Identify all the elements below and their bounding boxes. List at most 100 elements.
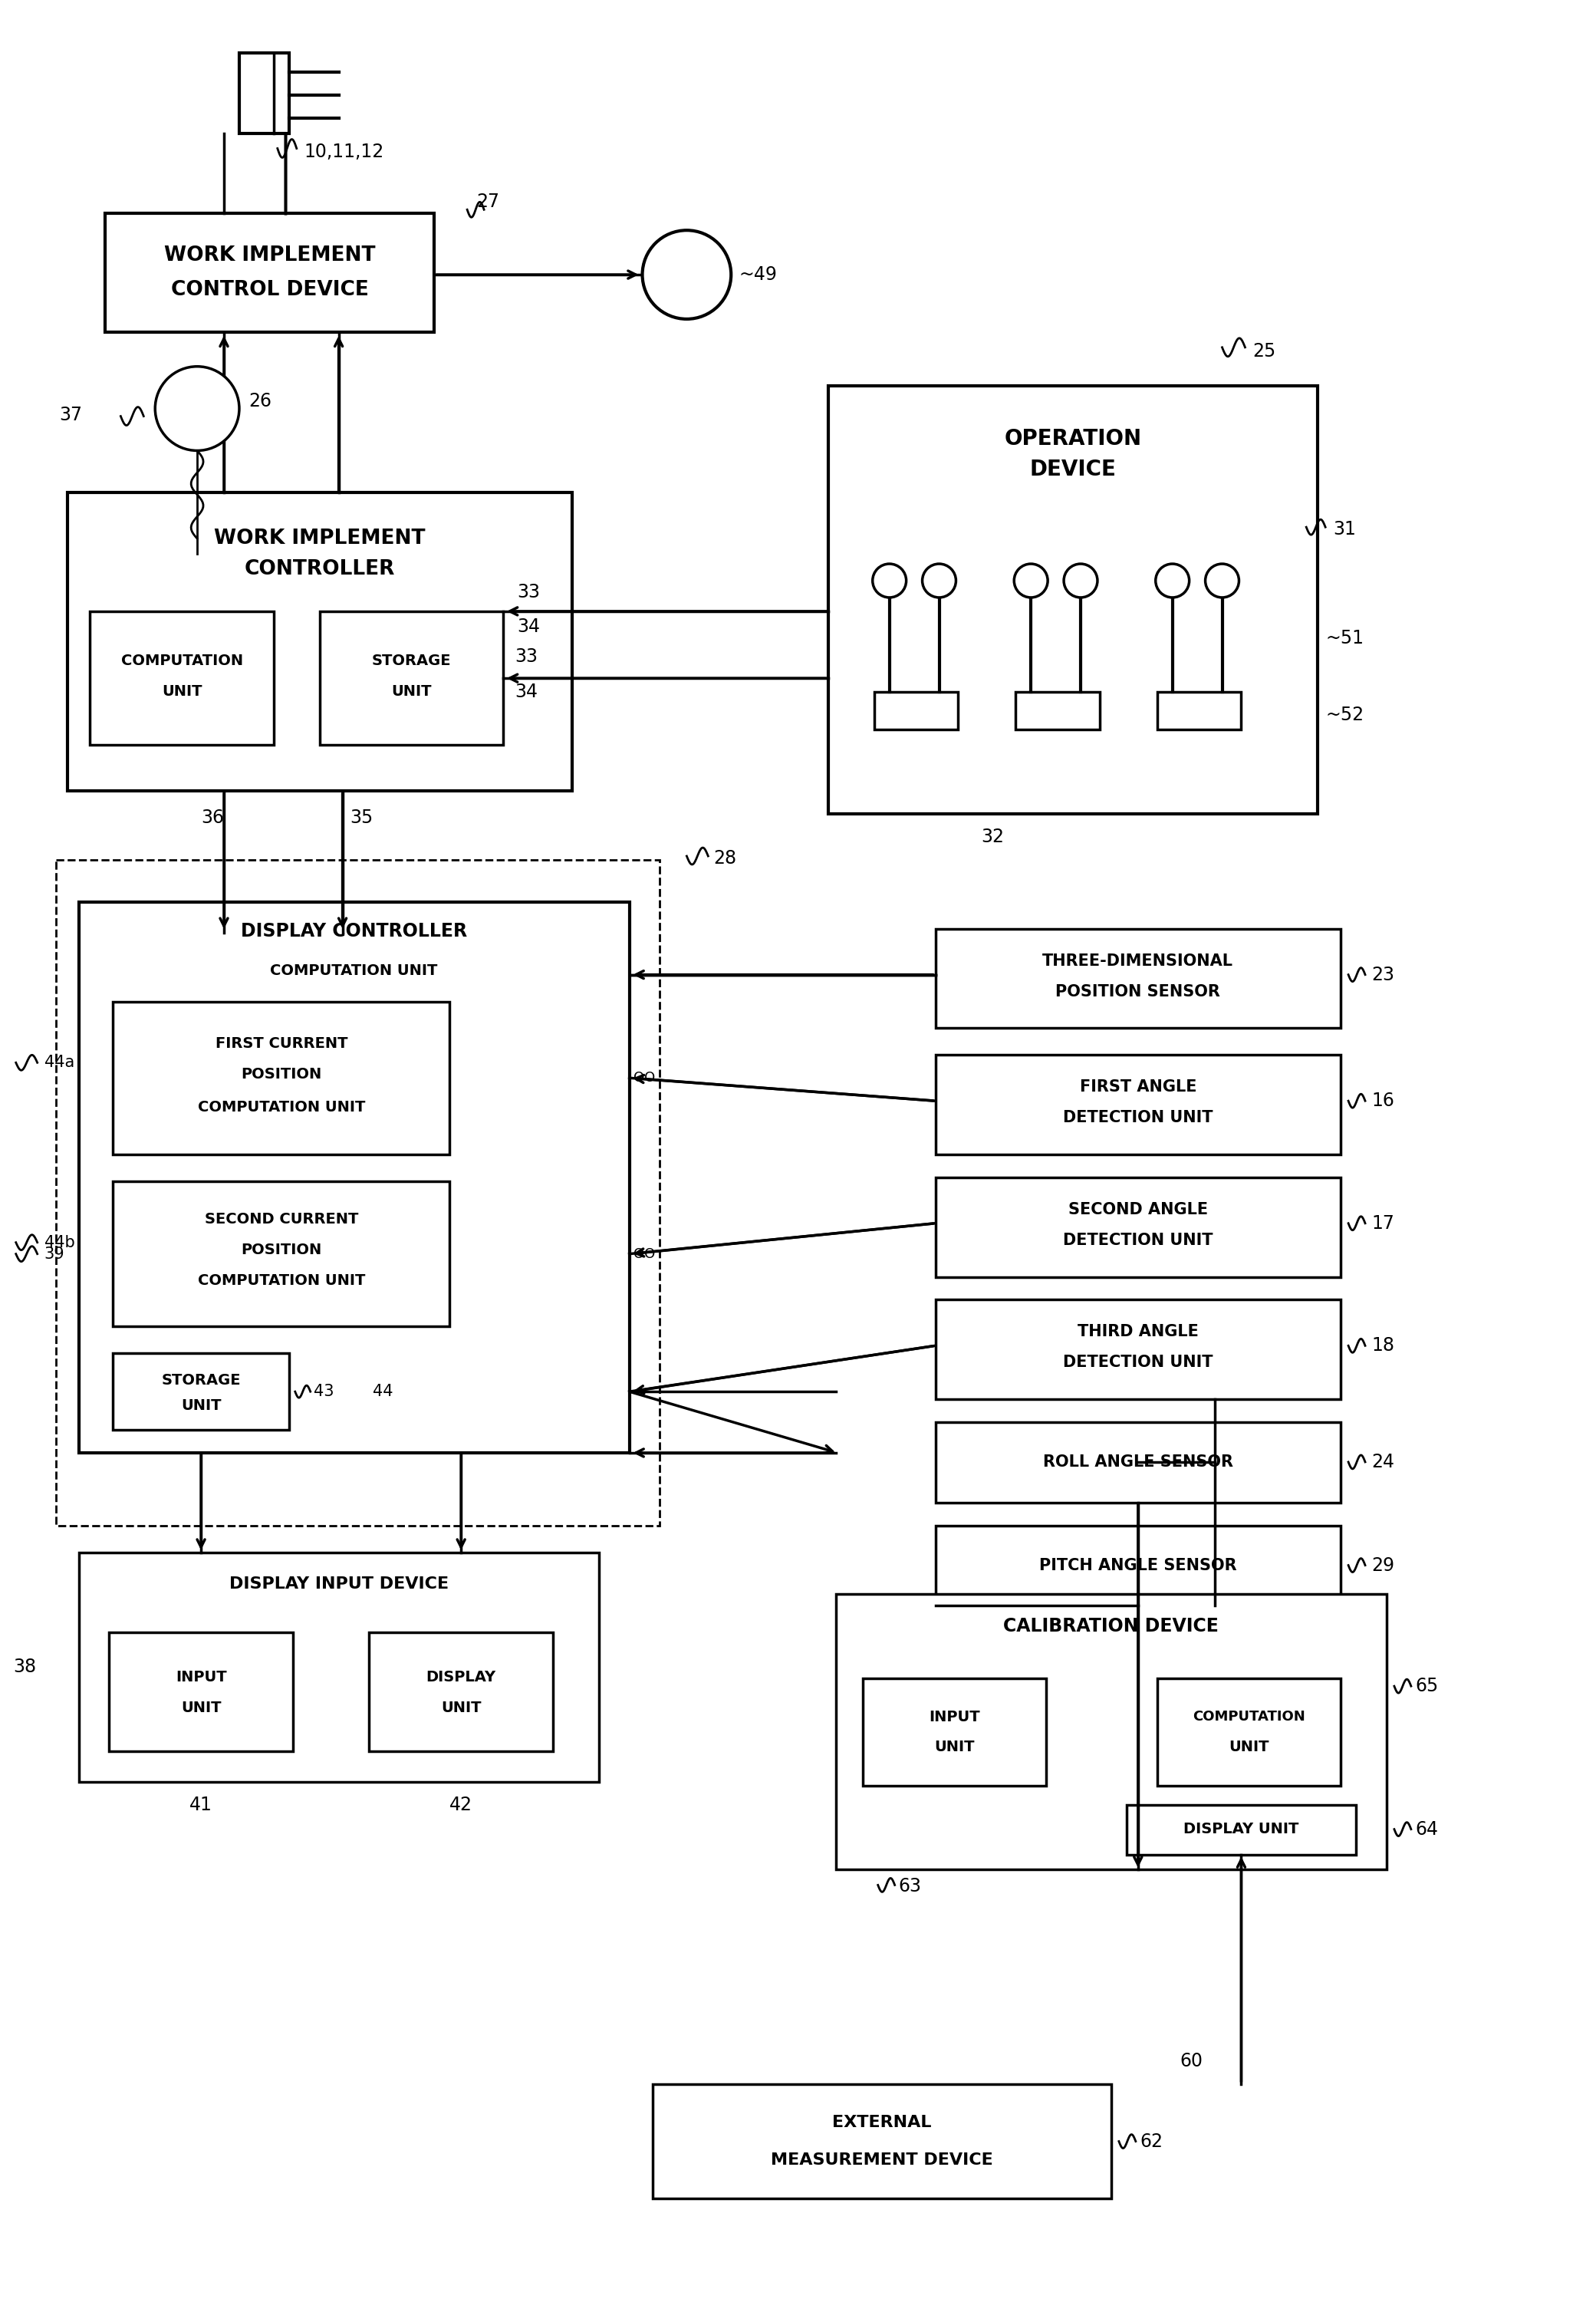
Text: SECOND ANGLE: SECOND ANGLE — [1068, 1202, 1208, 1218]
Circle shape — [873, 564, 907, 599]
Text: 16: 16 — [1371, 1091, 1395, 1110]
Text: 31: 31 — [1333, 520, 1357, 539]
Text: UNIT: UNIT — [161, 684, 203, 700]
Text: 34: 34 — [517, 617, 539, 635]
Text: THIRD ANGLE: THIRD ANGLE — [1077, 1324, 1199, 1340]
Bar — [78, 902, 629, 1453]
Text: 33: 33 — [517, 582, 539, 601]
Circle shape — [155, 366, 239, 451]
Text: CONTROL DEVICE: CONTROL DEVICE — [171, 281, 369, 299]
Bar — [935, 1054, 1341, 1153]
Bar — [319, 612, 503, 746]
Text: 17: 17 — [1371, 1213, 1395, 1232]
Bar — [935, 1423, 1341, 1503]
Text: 62: 62 — [1140, 2132, 1163, 2150]
Text: THREE-DIMENSIONAL: THREE-DIMENSIONAL — [1042, 953, 1234, 969]
Bar — [935, 1301, 1341, 1400]
Text: 65: 65 — [1416, 1676, 1440, 1694]
Circle shape — [1205, 564, 1238, 599]
Bar — [1157, 691, 1242, 730]
Text: DISPLAY CONTROLLER: DISPLAY CONTROLLER — [241, 921, 468, 939]
Text: POSITION: POSITION — [241, 1243, 322, 1257]
Bar — [56, 861, 659, 1526]
Text: INPUT: INPUT — [176, 1669, 227, 1685]
Bar — [113, 1001, 450, 1153]
Text: ~51: ~51 — [1325, 628, 1363, 647]
Text: FIRST ANGLE: FIRST ANGLE — [1079, 1080, 1197, 1096]
Text: COMPUTATION: COMPUTATION — [121, 654, 243, 668]
Bar — [836, 1595, 1387, 1869]
Text: 43: 43 — [313, 1384, 334, 1400]
Text: UNIT: UNIT — [440, 1701, 482, 1715]
Text: UNIT: UNIT — [391, 684, 431, 700]
Bar — [862, 1678, 1047, 1786]
Text: DEVICE: DEVICE — [1029, 458, 1116, 481]
Text: COMPUTATION UNIT: COMPUTATION UNIT — [198, 1100, 365, 1114]
Text: 39: 39 — [45, 1245, 64, 1261]
Text: ROLL ANGLE SENSOR: ROLL ANGLE SENSOR — [1042, 1455, 1234, 1469]
Text: 27: 27 — [476, 193, 500, 212]
Bar — [113, 1354, 289, 1430]
Text: 23: 23 — [1371, 965, 1395, 983]
Text: ~52: ~52 — [1325, 704, 1365, 723]
Text: INPUT: INPUT — [929, 1710, 980, 1724]
Text: 36: 36 — [201, 808, 223, 826]
Text: 28: 28 — [713, 849, 737, 868]
Text: POSITION: POSITION — [241, 1066, 322, 1082]
Bar — [369, 1632, 552, 1752]
Text: UNIT: UNIT — [180, 1701, 222, 1715]
Bar — [653, 2083, 1111, 2198]
Bar — [109, 1632, 292, 1752]
Text: STORAGE: STORAGE — [161, 1372, 241, 1388]
Text: WORK IMPLEMENT: WORK IMPLEMENT — [164, 246, 375, 265]
Text: OPERATION: OPERATION — [1004, 428, 1141, 449]
Text: 29: 29 — [1371, 1556, 1395, 1575]
Bar — [239, 53, 289, 134]
Bar — [89, 612, 273, 746]
Bar — [1127, 1805, 1357, 1855]
Text: 34: 34 — [514, 684, 538, 702]
Circle shape — [1156, 564, 1189, 599]
Bar — [1157, 1678, 1341, 1786]
Text: ~49: ~49 — [739, 265, 777, 283]
Text: COMPUTATION: COMPUTATION — [1192, 1710, 1306, 1724]
Text: 37: 37 — [59, 405, 83, 424]
Text: STORAGE: STORAGE — [372, 654, 452, 668]
Text: UNIT: UNIT — [1229, 1740, 1269, 1754]
Text: DETECTION UNIT: DETECTION UNIT — [1063, 1356, 1213, 1370]
Bar — [105, 214, 434, 331]
Text: EXTERNAL: EXTERNAL — [832, 2116, 932, 2129]
Text: 44b: 44b — [45, 1234, 75, 1250]
Text: POSITION SENSOR: POSITION SENSOR — [1055, 983, 1221, 999]
Text: DETECTION UNIT: DETECTION UNIT — [1063, 1110, 1213, 1126]
Text: 26: 26 — [249, 391, 271, 410]
Text: CALIBRATION DEVICE: CALIBRATION DEVICE — [1004, 1618, 1219, 1637]
Text: OO: OO — [634, 1248, 654, 1261]
Text: 32: 32 — [982, 829, 1004, 847]
Text: 44: 44 — [373, 1384, 394, 1400]
Text: 10,11,12: 10,11,12 — [305, 143, 385, 161]
Bar — [113, 1181, 450, 1326]
Text: DISPLAY UNIT: DISPLAY UNIT — [1184, 1821, 1299, 1837]
Text: 24: 24 — [1371, 1453, 1395, 1471]
Text: 60: 60 — [1179, 2051, 1203, 2069]
Text: MEASUREMENT DEVICE: MEASUREMENT DEVICE — [771, 2152, 993, 2168]
Text: 38: 38 — [13, 1657, 37, 1676]
Text: DISPLAY: DISPLAY — [426, 1669, 496, 1685]
Text: 25: 25 — [1253, 343, 1275, 361]
Bar — [67, 493, 571, 792]
Text: COMPUTATION UNIT: COMPUTATION UNIT — [270, 965, 437, 978]
Text: SECOND CURRENT: SECOND CURRENT — [204, 1213, 358, 1227]
Circle shape — [642, 230, 731, 320]
Text: FIRST CURRENT: FIRST CURRENT — [215, 1036, 348, 1050]
Bar — [78, 1552, 598, 1782]
Text: COMPUTATION UNIT: COMPUTATION UNIT — [198, 1273, 365, 1287]
Text: 18: 18 — [1371, 1337, 1395, 1356]
Text: WORK IMPLEMENT: WORK IMPLEMENT — [214, 529, 425, 548]
Text: OO: OO — [634, 1070, 654, 1084]
Circle shape — [1013, 564, 1047, 599]
Text: 63: 63 — [899, 1878, 921, 1897]
Bar — [875, 691, 958, 730]
Circle shape — [922, 564, 956, 599]
Text: P: P — [190, 398, 204, 419]
